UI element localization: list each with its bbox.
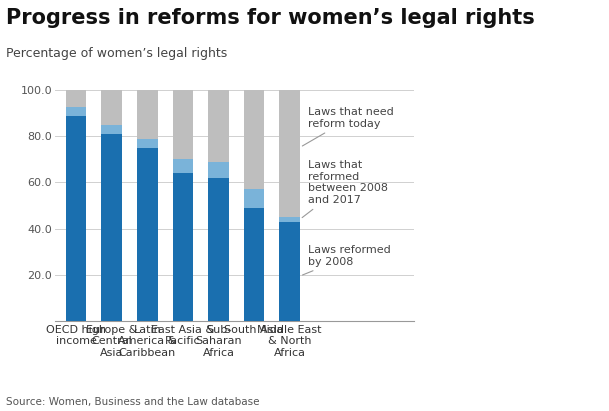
Bar [208, 90, 229, 162]
Bar [208, 162, 229, 178]
Bar [102, 134, 122, 321]
Bar [280, 90, 300, 217]
Bar [66, 90, 86, 106]
Text: Laws that
reformed
between 2008
and 2017: Laws that reformed between 2008 and 2017 [302, 160, 388, 217]
Bar [172, 173, 193, 321]
Text: Source: Women, Business and the Law database: Source: Women, Business and the Law data… [6, 397, 259, 407]
Text: Progress in reforms for women’s legal rights: Progress in reforms for women’s legal ri… [6, 8, 535, 28]
Bar [102, 90, 122, 125]
Bar [280, 222, 300, 321]
Bar [137, 148, 158, 321]
Bar [172, 159, 193, 173]
Bar [172, 90, 193, 159]
Text: Laws that need
reform today: Laws that need reform today [302, 107, 393, 146]
Bar [244, 90, 264, 189]
Text: Percentage of women’s legal rights: Percentage of women’s legal rights [6, 47, 227, 60]
Bar [244, 189, 264, 208]
Bar [244, 208, 264, 321]
Bar [137, 139, 158, 148]
Bar [102, 125, 122, 134]
Bar [137, 90, 158, 139]
Bar [280, 217, 300, 222]
Text: Laws reformed
by 2008: Laws reformed by 2008 [303, 245, 390, 275]
Bar [66, 116, 86, 321]
Bar [208, 178, 229, 321]
Bar [66, 106, 86, 116]
